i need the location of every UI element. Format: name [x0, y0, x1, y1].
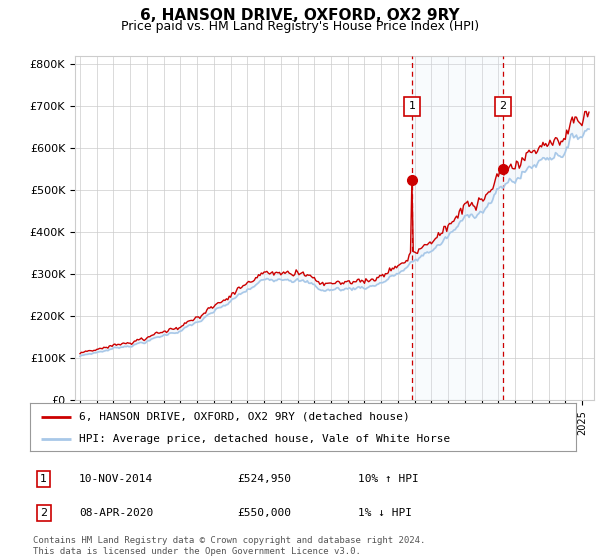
Text: 10-NOV-2014: 10-NOV-2014	[79, 474, 154, 484]
Text: 1: 1	[40, 474, 47, 484]
Text: £524,950: £524,950	[238, 474, 292, 484]
Text: 1: 1	[409, 101, 415, 111]
Text: 6, HANSON DRIVE, OXFORD, OX2 9RY (detached house): 6, HANSON DRIVE, OXFORD, OX2 9RY (detach…	[79, 412, 410, 422]
Text: 2: 2	[40, 508, 47, 518]
Bar	[412, 56, 503, 400]
Text: 10% ↑ HPI: 10% ↑ HPI	[358, 474, 418, 484]
Text: 2: 2	[499, 101, 506, 111]
Text: HPI: Average price, detached house, Vale of White Horse: HPI: Average price, detached house, Vale…	[79, 434, 451, 444]
Text: 08-APR-2020: 08-APR-2020	[79, 508, 154, 518]
Text: Contains HM Land Registry data © Crown copyright and database right 2024.
This d: Contains HM Land Registry data © Crown c…	[33, 536, 425, 556]
Text: Price paid vs. HM Land Registry's House Price Index (HPI): Price paid vs. HM Land Registry's House …	[121, 20, 479, 32]
Text: 6, HANSON DRIVE, OXFORD, OX2 9RY: 6, HANSON DRIVE, OXFORD, OX2 9RY	[140, 8, 460, 24]
Text: £550,000: £550,000	[238, 508, 292, 518]
Text: 1% ↓ HPI: 1% ↓ HPI	[358, 508, 412, 518]
